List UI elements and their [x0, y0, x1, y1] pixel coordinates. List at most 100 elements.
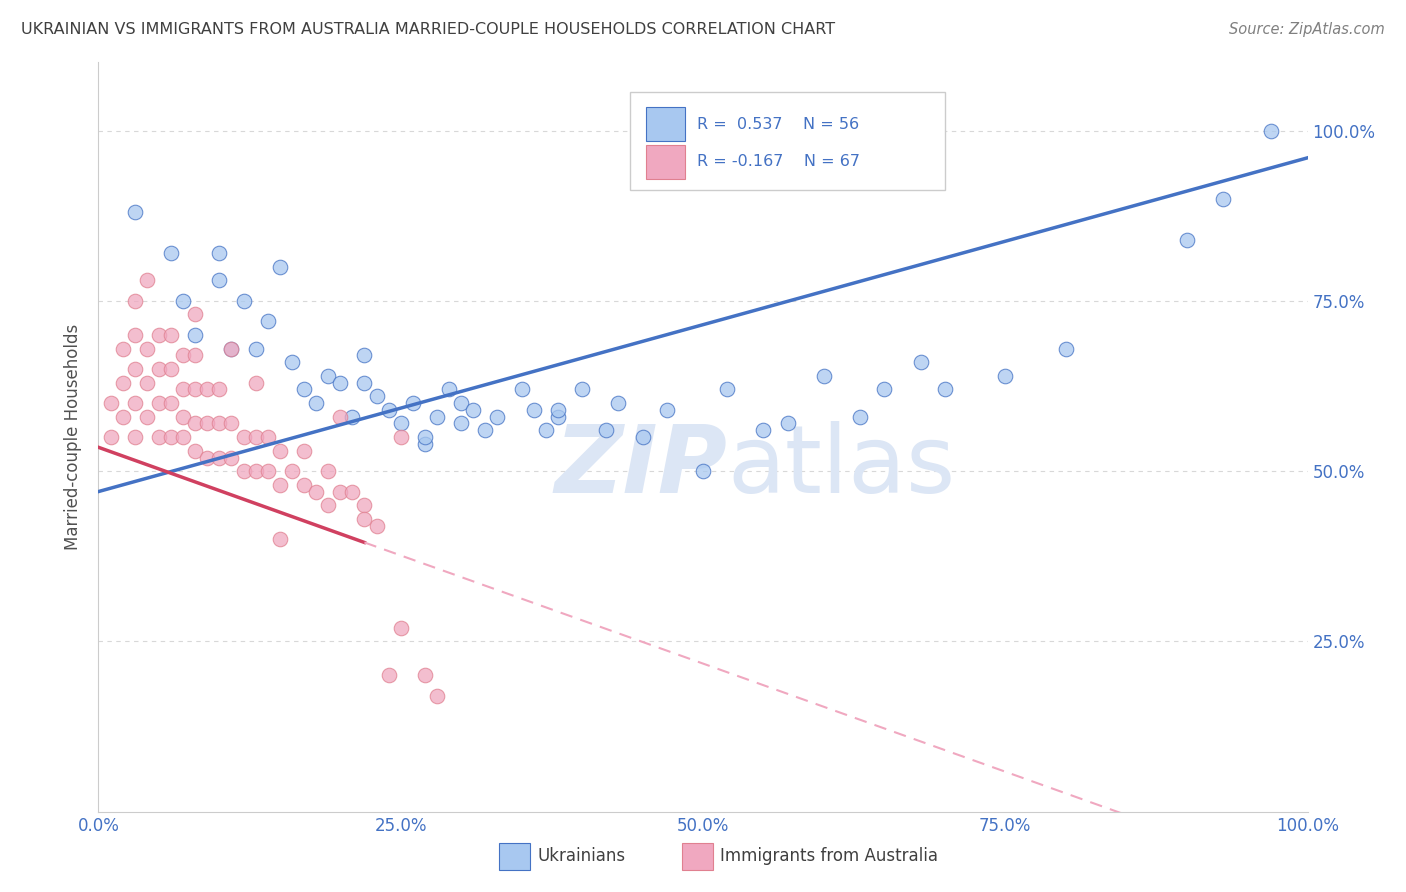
- Point: [245, 464, 267, 478]
- Point: [184, 348, 207, 362]
- Y-axis label: Married-couple Households: Married-couple Households: [65, 324, 83, 550]
- Point: [245, 430, 267, 444]
- Point: [172, 383, 194, 397]
- Point: [342, 409, 364, 424]
- Point: [221, 417, 243, 431]
- Point: [752, 423, 775, 437]
- Point: [172, 409, 194, 424]
- Point: [329, 376, 352, 390]
- Point: [269, 477, 291, 491]
- Point: [124, 396, 146, 410]
- Point: [124, 293, 146, 308]
- Point: [849, 409, 872, 424]
- Point: [269, 260, 291, 274]
- Point: [160, 396, 183, 410]
- Point: [256, 464, 278, 478]
- Point: [184, 327, 207, 342]
- Point: [269, 533, 291, 547]
- Point: [124, 362, 146, 376]
- Point: [184, 383, 207, 397]
- Point: [1212, 192, 1234, 206]
- Point: [413, 668, 436, 682]
- Point: [221, 342, 243, 356]
- Bar: [647, 145, 685, 178]
- Point: [1175, 233, 1198, 247]
- Point: [316, 464, 339, 478]
- Point: [342, 484, 364, 499]
- Point: [1260, 123, 1282, 137]
- Point: [208, 246, 231, 260]
- Point: [716, 383, 738, 397]
- Point: [148, 396, 170, 410]
- Point: [256, 314, 278, 328]
- Point: [353, 376, 375, 390]
- Point: [994, 368, 1017, 383]
- Point: [463, 402, 485, 417]
- Bar: [647, 107, 685, 141]
- Point: [450, 417, 472, 431]
- Text: R = -0.167    N = 67: R = -0.167 N = 67: [697, 154, 860, 169]
- Point: [353, 348, 375, 362]
- Point: [292, 383, 315, 397]
- Text: ZIP: ZIP: [554, 421, 727, 513]
- Point: [353, 512, 375, 526]
- Point: [135, 376, 157, 390]
- Point: [292, 477, 315, 491]
- Point: [172, 293, 194, 308]
- Point: [329, 484, 352, 499]
- Point: [607, 396, 630, 410]
- Point: [402, 396, 425, 410]
- Point: [305, 396, 328, 410]
- Point: [232, 430, 254, 444]
- Point: [148, 362, 170, 376]
- Point: [813, 368, 835, 383]
- Point: [135, 342, 157, 356]
- Point: [111, 342, 134, 356]
- Point: [100, 396, 122, 410]
- Point: [172, 430, 194, 444]
- Point: [474, 423, 496, 437]
- Point: [631, 430, 654, 444]
- Point: [377, 402, 399, 417]
- Point: [437, 383, 460, 397]
- Point: [160, 430, 183, 444]
- Point: [195, 383, 218, 397]
- Point: [413, 437, 436, 451]
- Point: [426, 689, 449, 703]
- Point: [486, 409, 509, 424]
- Point: [655, 402, 678, 417]
- Point: [184, 417, 207, 431]
- Point: [776, 417, 799, 431]
- Point: [547, 402, 569, 417]
- Point: [510, 383, 533, 397]
- Point: [910, 355, 932, 369]
- Point: [245, 376, 267, 390]
- Point: [413, 430, 436, 444]
- Point: [366, 518, 388, 533]
- Point: [124, 327, 146, 342]
- Point: [111, 376, 134, 390]
- Point: [148, 430, 170, 444]
- Point: [184, 308, 207, 322]
- Point: [595, 423, 617, 437]
- Point: [135, 409, 157, 424]
- Point: [245, 342, 267, 356]
- Point: [281, 464, 304, 478]
- Point: [389, 621, 412, 635]
- Point: [195, 417, 218, 431]
- Point: [316, 498, 339, 512]
- Point: [873, 383, 896, 397]
- Point: [534, 423, 557, 437]
- Point: [148, 327, 170, 342]
- Point: [111, 409, 134, 424]
- Point: [160, 246, 183, 260]
- Text: R =  0.537    N = 56: R = 0.537 N = 56: [697, 117, 859, 132]
- Point: [353, 498, 375, 512]
- Point: [292, 443, 315, 458]
- Point: [329, 409, 352, 424]
- Point: [305, 484, 328, 499]
- Text: atlas: atlas: [727, 421, 956, 513]
- Point: [208, 450, 231, 465]
- Point: [208, 273, 231, 287]
- Point: [547, 409, 569, 424]
